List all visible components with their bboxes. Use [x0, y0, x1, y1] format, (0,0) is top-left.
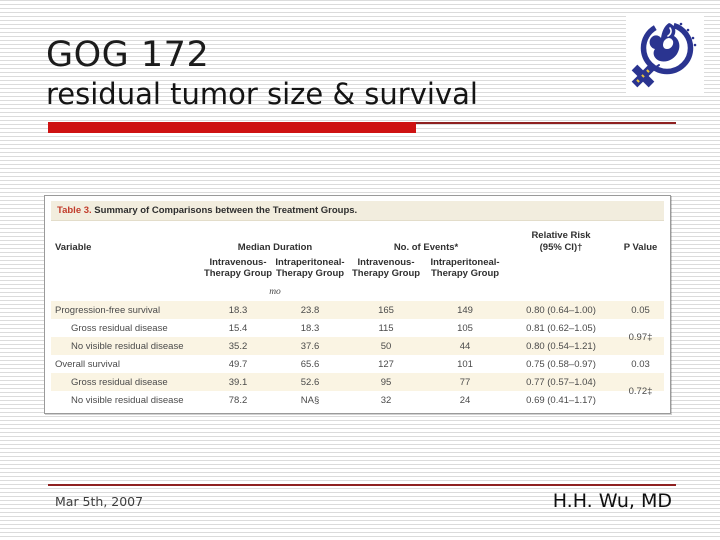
table-row: Gross residual disease 39.1 52.6 95 77 0…: [51, 373, 665, 409]
table-cell-ev-ip: 24: [459, 394, 471, 406]
table-cell-ev-iv: 50: [347, 337, 426, 355]
table-cell-variable: Gross residual disease: [71, 322, 168, 334]
table-cell-md-iv: 35.2: [203, 337, 273, 355]
table-cell-rr: 0.80 (0.64–1.00): [505, 301, 618, 319]
table-cell-ev-iv: 115: [378, 322, 394, 334]
table-cell-md-iv: 49.7: [228, 358, 248, 370]
table-cell-md-ip: 52.6: [273, 373, 348, 391]
table-cell-ev-ip: 101: [457, 358, 473, 370]
table-header-variable: Variable: [55, 241, 92, 253]
table-row: Overall survival 49.7 65.6 127 101 0.75 …: [51, 355, 664, 373]
table-cell-rr: 0.69 (0.41–1.17): [526, 394, 596, 406]
page-subtitle: residual tumor size & survival: [46, 77, 478, 111]
female-symbol-emblem-icon: [626, 15, 704, 93]
table-cell-ev-iv: 95: [347, 373, 426, 391]
table-cell-p: 0.05: [617, 301, 665, 319]
table-header-row-groups: Variable Median Duration No. of Events* …: [51, 221, 664, 254]
table-cell-ev-iv: 165: [347, 301, 426, 319]
table-unit-row: mo: [51, 285, 664, 301]
table-cell-p: 0.03: [631, 358, 650, 370]
table-cell-ev-iv: 32: [380, 394, 392, 406]
table-row: No visible residual disease 35.2 37.6 50…: [51, 337, 664, 355]
table-cell-variable: Gross residual disease: [51, 373, 203, 391]
table-cell-rr: 0.81 (0.62–1.05): [526, 322, 596, 334]
table-subheader-iv-group: Intravenous- Therapy Group: [203, 257, 273, 280]
table-cell-variable: Progression-free survival: [51, 301, 203, 319]
comparison-table: Variable Median Duration No. of Events* …: [51, 221, 665, 409]
table-cell-ev-ip: 105: [457, 322, 473, 334]
footer-author: H.H. Wu, MD: [552, 490, 672, 512]
table-title-text: Summary of Comparisons between the Treat…: [91, 205, 358, 216]
table-cell-md-ip: 65.6: [300, 358, 320, 370]
table-cell-md-ip: 37.6: [273, 337, 348, 355]
table-cell-md-iv: 18.3: [203, 301, 273, 319]
unit-label: mo: [269, 287, 281, 298]
footer-date: Mar 5th, 2007: [55, 494, 144, 509]
table-cell-md-iv: 78.2: [228, 394, 248, 406]
table-cell-md-ip: NA§: [300, 394, 320, 406]
table-cell-rr: 0.77 (0.57–1.04): [505, 373, 618, 391]
title-accent-bar: [48, 122, 416, 133]
table-row: No visible residual disease 78.2 NA§ 32 …: [51, 391, 664, 409]
table-title-label: Table 3.: [57, 205, 92, 216]
table-subheader-ip-group: Intraperitoneal- Therapy Group: [430, 257, 500, 280]
table-header-median-duration: Median Duration: [237, 241, 313, 253]
table-subheader-iv-group: Intravenous- Therapy Group: [351, 257, 421, 280]
table-cell-md-ip: 23.8: [273, 301, 348, 319]
table-header-pvalue: P Value: [623, 241, 658, 253]
table-row: Progression-free survival 18.3 23.8 165 …: [51, 301, 665, 319]
table-cell-ev-ip: 77: [425, 373, 506, 391]
table-cell-rr: 0.80 (0.54–1.21): [505, 337, 618, 355]
table-cell-variable: No visible residual disease: [71, 394, 184, 406]
table-header-row-subgroups: Intravenous- Therapy Group Intraperitone…: [51, 254, 664, 285]
page-title: GOG 172: [46, 35, 210, 75]
table-cell-ev-iv: 127: [378, 358, 394, 370]
table-title: Table 3. Summary of Comparisons between …: [51, 201, 664, 221]
table-header-events: No. of Events*: [393, 241, 459, 253]
table-subheader-ip-group: Intraperitoneal- Therapy Group: [275, 257, 345, 280]
table-row: Gross residual disease 15.4 18.3 115 105…: [51, 319, 665, 355]
footer-rule: [48, 484, 676, 486]
org-logo: [626, 15, 704, 93]
table-card: Table 3. Summary of Comparisons between …: [44, 195, 671, 414]
table-cell-md-iv: 15.4: [228, 322, 248, 334]
table-cell-p: 0.97‡: [617, 319, 665, 355]
table-cell-md-ip: 18.3: [300, 322, 320, 334]
table-cell-p: 0.72‡: [617, 373, 665, 409]
table-cell-ev-ip: 44: [425, 337, 506, 355]
table-cell-ev-ip: 149: [425, 301, 506, 319]
table-cell-variable: Overall survival: [55, 358, 120, 370]
table-header-relative-risk: Relative Risk (95% CI)†: [531, 230, 591, 253]
table-cell-md-iv: 39.1: [203, 373, 273, 391]
table-cell-variable: No visible residual disease: [51, 337, 203, 355]
table-cell-rr: 0.75 (0.58–0.97): [526, 358, 596, 370]
